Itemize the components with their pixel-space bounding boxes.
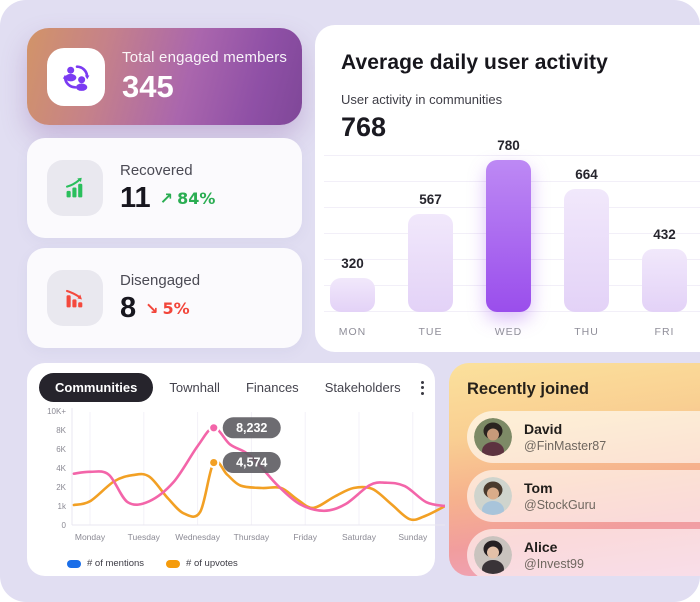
bar-value-label: 780: [497, 138, 520, 153]
y-tick-label: 2K: [56, 483, 66, 492]
legend-swatch: [67, 559, 81, 568]
bar-chart: 320 MON 567 TUE 780 WED 664 THU 432 FRI: [315, 138, 700, 342]
x-tick-label: Sunday: [398, 532, 428, 542]
bar-value-label: 432: [653, 227, 676, 242]
bar-mon: [330, 278, 375, 312]
disengaged-value: 8: [120, 291, 137, 324]
tooltip-label: 8,232: [236, 421, 267, 435]
y-tick-label: 0: [62, 521, 67, 530]
legend-label: # of mentions: [87, 558, 145, 569]
member-name: Tom: [524, 480, 553, 496]
bar-value-label: 567: [419, 192, 442, 207]
disengaged-label: Disengaged: [120, 271, 201, 289]
y-tick-label: 4K: [56, 464, 66, 473]
recovered-value: 11: [120, 181, 151, 214]
bar-category-label: TUE: [418, 326, 443, 338]
line-chart: 0 1k 2K 4K 6K 8K 10K+ Monday Tuesday Wednesday Thu…: [47, 407, 447, 542]
tab-communities[interactable]: Communities: [39, 373, 154, 402]
members-sync-icon: [47, 47, 105, 106]
member-handle: @Invest99: [524, 557, 584, 571]
series-line: [72, 459, 447, 522]
recovered-delta: ↗ 84%: [159, 188, 216, 208]
x-tick-label: Tuesday: [128, 532, 161, 542]
daily-activity-card: Average daily user activity User activit…: [315, 25, 700, 352]
y-tick-label: 10K+: [47, 407, 66, 416]
x-tick-label: Friday: [293, 532, 317, 542]
member-handle: @StockGuru: [524, 498, 596, 512]
member-handle: @FinMaster87: [524, 439, 607, 453]
bar-thu: [564, 189, 609, 312]
growth-chart-icon: [47, 160, 103, 216]
bar-category-label: FRI: [654, 326, 675, 338]
tab-bar: Communities Townhall Finances Stakeholders: [39, 373, 424, 402]
avatar: [474, 418, 512, 456]
trends-card: Communities Townhall Finances Stakeholders …: [27, 363, 447, 576]
x-tick-label: Saturday: [342, 532, 377, 542]
bar-category-label: WED: [494, 326, 523, 338]
disengaged-card: Disengaged 8 ↘ 5%: [27, 248, 302, 348]
up-arrow-icon: ↗: [159, 188, 174, 208]
y-tick-label: 8K: [56, 426, 66, 435]
activity-title: Average daily user activity: [341, 51, 608, 74]
engaged-value: 345: [122, 68, 174, 104]
legend-label: # of upvotes: [186, 558, 238, 569]
bar-fri: [642, 249, 687, 312]
kebab-menu-icon[interactable]: [417, 377, 428, 399]
engaged-label: Total engaged members: [122, 48, 288, 66]
member-row-alice[interactable]: Alice @Invest99: [467, 529, 700, 576]
bar-category-label: THU: [574, 326, 599, 338]
recovered-card: Recovered 11 ↗ 84%: [27, 138, 302, 238]
data-point-dot: [208, 422, 220, 434]
x-tick-label: Monday: [75, 532, 106, 542]
member-row-tom[interactable]: Tom @StockGuru: [467, 470, 700, 522]
member-row-david[interactable]: David @FinMaster87: [467, 411, 700, 463]
tooltip-label: 4,574: [236, 456, 267, 470]
avatar: [474, 536, 512, 574]
total-engaged-card: Total engaged members 345: [27, 28, 302, 125]
legend-swatch: [166, 559, 181, 568]
avatar: [474, 477, 512, 515]
x-tick-label: Wednesday: [175, 532, 220, 542]
activity-total: 768: [341, 112, 387, 142]
recently-joined-card: Recently joined David @FinMaster87: [449, 363, 700, 576]
x-tick-label: Thursday: [234, 532, 270, 542]
gridline: [324, 155, 700, 156]
tab-finances[interactable]: Finances: [236, 373, 309, 402]
member-name: Alice: [524, 539, 558, 555]
bar-value-label: 320: [341, 256, 364, 271]
recently-joined-title: Recently joined: [467, 380, 589, 398]
decline-chart-icon: [47, 270, 103, 326]
data-point-dot: [208, 456, 220, 469]
value-tooltip: [222, 417, 281, 439]
member-list: David @FinMaster87 Tom @StockGuru: [467, 411, 700, 576]
down-arrow-icon: ↘: [145, 298, 159, 318]
bar-wed: [486, 160, 531, 312]
tab-townhall[interactable]: Townhall: [159, 373, 230, 402]
activity-subtitle: User activity in communities: [341, 92, 503, 107]
bar-value-label: 664: [575, 167, 598, 182]
legend-item[interactable]: # of upvotes: [166, 558, 238, 569]
chart-legend: # of mentions # of upvotes: [67, 558, 423, 569]
tab-stakeholders[interactable]: Stakeholders: [315, 373, 411, 402]
y-tick-label: 1k: [58, 502, 67, 511]
bar-category-label: MON: [338, 326, 367, 338]
disengaged-delta: ↘ 5%: [145, 298, 190, 318]
y-tick-label: 6K: [56, 445, 66, 454]
value-tooltip: [222, 452, 281, 474]
member-name: David: [524, 421, 563, 437]
recovered-label: Recovered: [120, 161, 193, 179]
legend-item[interactable]: # of mentions: [67, 558, 144, 569]
bar-tue: [408, 214, 453, 312]
